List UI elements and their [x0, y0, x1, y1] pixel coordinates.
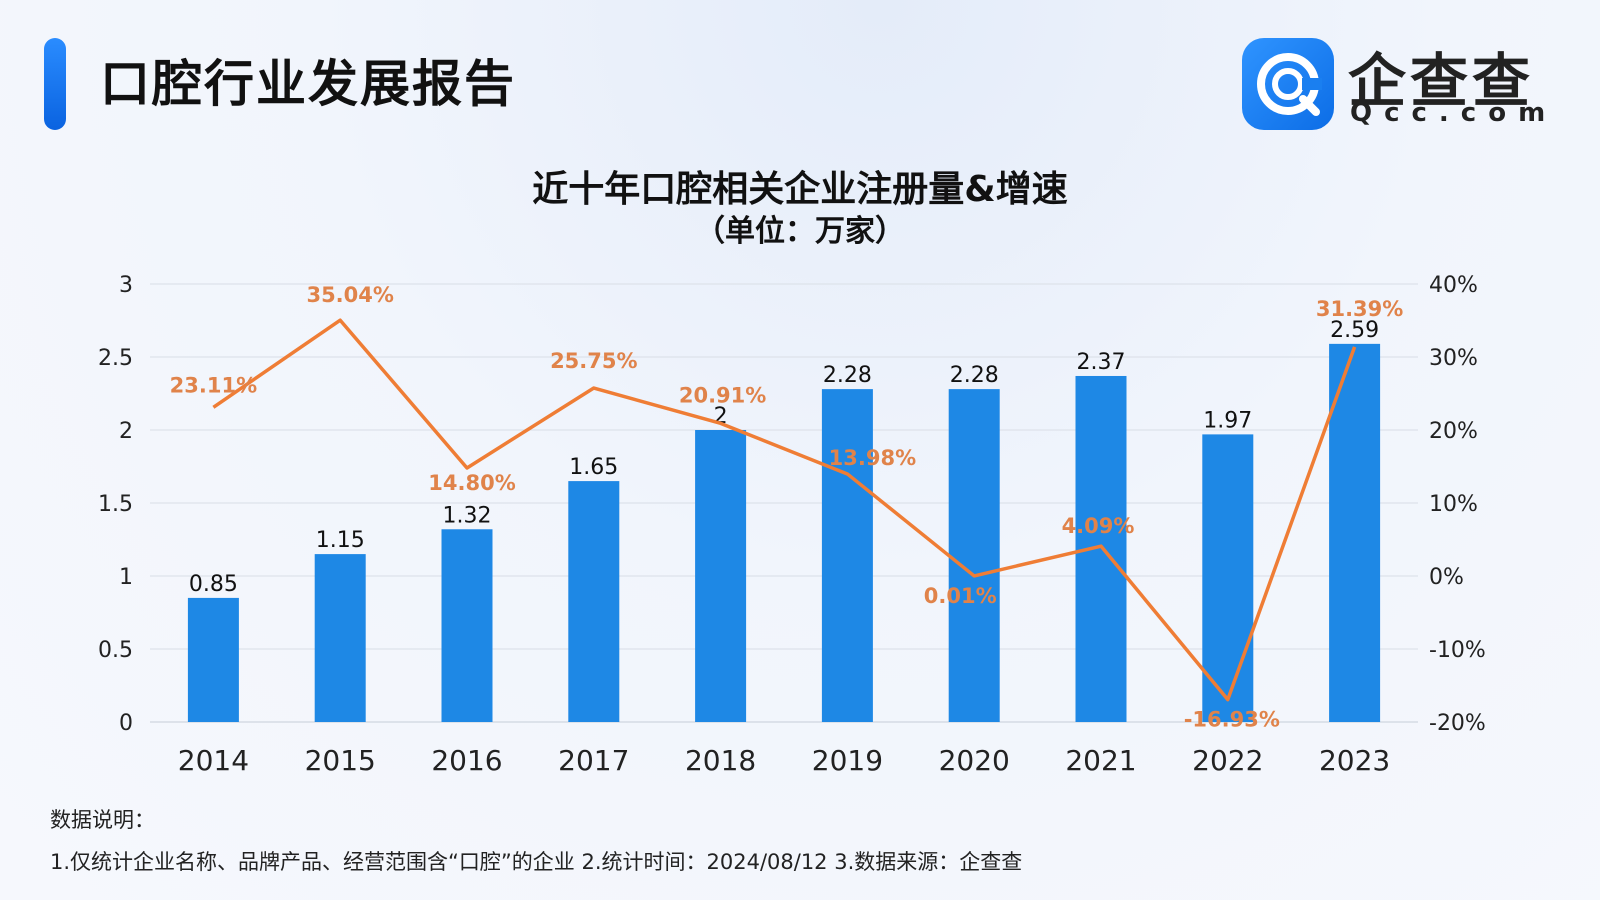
- y-right-tick-label: 10%: [1429, 492, 1478, 517]
- chart-title: 近十年口腔相关企业注册量&增速: [532, 169, 1068, 210]
- bar: [441, 529, 493, 722]
- growth-rate-line: [212, 318, 1357, 702]
- bar-value-label: 1.65: [569, 455, 618, 480]
- x-tick-label: 2016: [431, 744, 502, 777]
- bar-value-label: 1.97: [1203, 408, 1252, 433]
- title-accent-bar: [44, 38, 66, 130]
- chart-subtitle: （单位：万家）: [695, 214, 905, 249]
- y-right-tick-label: 40%: [1429, 273, 1478, 298]
- x-tick-label: 2020: [939, 744, 1010, 777]
- x-tick-label: 2022: [1192, 744, 1263, 777]
- y-right-tick-label: -20%: [1429, 711, 1486, 736]
- bar-value-label: 2.37: [1077, 350, 1126, 375]
- x-tick-label: 2017: [558, 744, 629, 777]
- x-tick-label: 2018: [685, 744, 756, 777]
- data-notes-text: 1.仅统计企业名称、品牌产品、经营范围含“口腔”的企业 2.统计时间：2024/…: [50, 850, 1023, 874]
- x-tick-label: 2023: [1319, 744, 1390, 777]
- y-right-tick-label: 30%: [1429, 346, 1478, 371]
- brand-domain: Qcc.com: [1350, 98, 1558, 128]
- bar: [948, 389, 1000, 722]
- bar-value-label: 2.28: [950, 363, 999, 388]
- y-left-tick-label: 2.5: [98, 346, 133, 371]
- x-tick-label: 2014: [178, 744, 249, 777]
- growth-rate-label: 14.80%: [428, 471, 515, 495]
- brand-name: 企查查: [1348, 47, 1535, 115]
- bar: [1202, 434, 1254, 722]
- x-tick-label: 2021: [1065, 744, 1136, 777]
- growth-rate-label: 13.98%: [829, 446, 916, 470]
- bar-value-label: 2.59: [1330, 318, 1379, 343]
- bar: [1329, 343, 1381, 722]
- bar: [187, 597, 239, 722]
- bar-value-label: 2.28: [823, 363, 872, 388]
- y-left-tick-label: 0.5: [98, 638, 133, 663]
- growth-rate-label: 31.39%: [1316, 297, 1403, 321]
- bar-value-label: 0.85: [189, 572, 238, 597]
- y-left-tick-label: 0: [119, 711, 133, 736]
- bar-value-label: 1.15: [316, 528, 365, 553]
- growth-rate-label: 23.11%: [170, 373, 257, 397]
- y-right-tick-label: -10%: [1429, 638, 1486, 663]
- report-title: 口腔行业发展报告: [100, 55, 516, 113]
- y-right-tick-label: 0%: [1429, 565, 1464, 590]
- y-left-tick-label: 1: [119, 565, 133, 590]
- bar: [314, 554, 366, 722]
- y-left-tick-label: 2: [119, 419, 133, 444]
- bar-value-label: 1.32: [443, 503, 492, 528]
- qcc-logo-icon: [1242, 38, 1334, 130]
- growth-rate-label: 4.09%: [1062, 514, 1135, 538]
- bar: [568, 481, 620, 722]
- y-left-tick-label: 1.5: [98, 492, 133, 517]
- x-tick-label: 2019: [812, 744, 883, 777]
- growth-rate-label: -16.93%: [1184, 708, 1280, 732]
- growth-rate-label: 0.01%: [924, 584, 997, 608]
- growth-rate-label: 25.75%: [550, 349, 637, 373]
- y-left-tick-label: 3: [119, 273, 133, 298]
- x-tick-label: 2015: [305, 744, 376, 777]
- bar: [821, 389, 873, 722]
- growth-rate-label: 35.04%: [306, 283, 393, 307]
- y-right-tick-label: 20%: [1429, 419, 1478, 444]
- data-notes-label: 数据说明：: [50, 808, 155, 832]
- bar: [695, 430, 747, 722]
- growth-rate-label: 20.91%: [679, 383, 766, 407]
